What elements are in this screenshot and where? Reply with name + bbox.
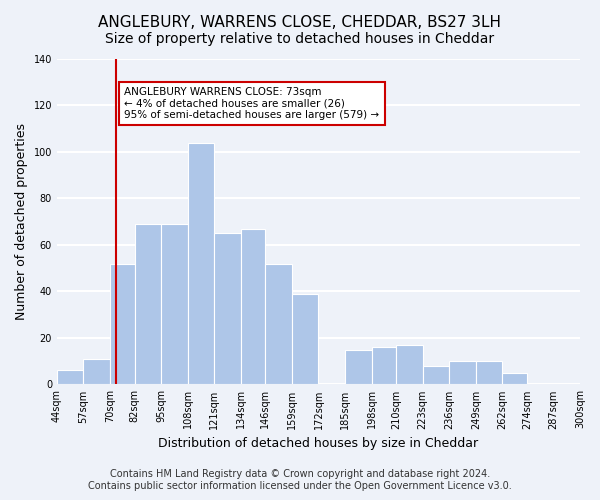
Bar: [188, 142, 214, 384]
Text: ANGLEBURY, WARRENS CLOSE, CHEDDAR, BS27 3LH: ANGLEBURY, WARRENS CLOSE, CHEDDAR, BS27 …: [98, 15, 502, 30]
Bar: [396, 345, 422, 385]
Bar: [161, 224, 188, 384]
X-axis label: Distribution of detached houses by size in Cheddar: Distribution of detached houses by size …: [158, 437, 479, 450]
Bar: [241, 228, 265, 384]
Text: ANGLEBURY WARRENS CLOSE: 73sqm
← 4% of detached houses are smaller (26)
95% of s: ANGLEBURY WARRENS CLOSE: 73sqm ← 4% of d…: [124, 87, 379, 120]
Text: Size of property relative to detached houses in Cheddar: Size of property relative to detached ho…: [106, 32, 494, 46]
Bar: [265, 264, 292, 384]
Bar: [476, 361, 502, 384]
Bar: [57, 370, 83, 384]
Y-axis label: Number of detached properties: Number of detached properties: [15, 123, 28, 320]
Bar: [134, 224, 161, 384]
Bar: [292, 294, 319, 384]
Bar: [110, 264, 134, 384]
Bar: [345, 350, 371, 384]
Bar: [449, 361, 476, 384]
Bar: [371, 347, 396, 385]
Bar: [214, 234, 241, 384]
Text: Contains HM Land Registry data © Crown copyright and database right 2024.
Contai: Contains HM Land Registry data © Crown c…: [88, 470, 512, 491]
Bar: [502, 373, 527, 384]
Bar: [422, 366, 449, 384]
Bar: [83, 359, 110, 384]
